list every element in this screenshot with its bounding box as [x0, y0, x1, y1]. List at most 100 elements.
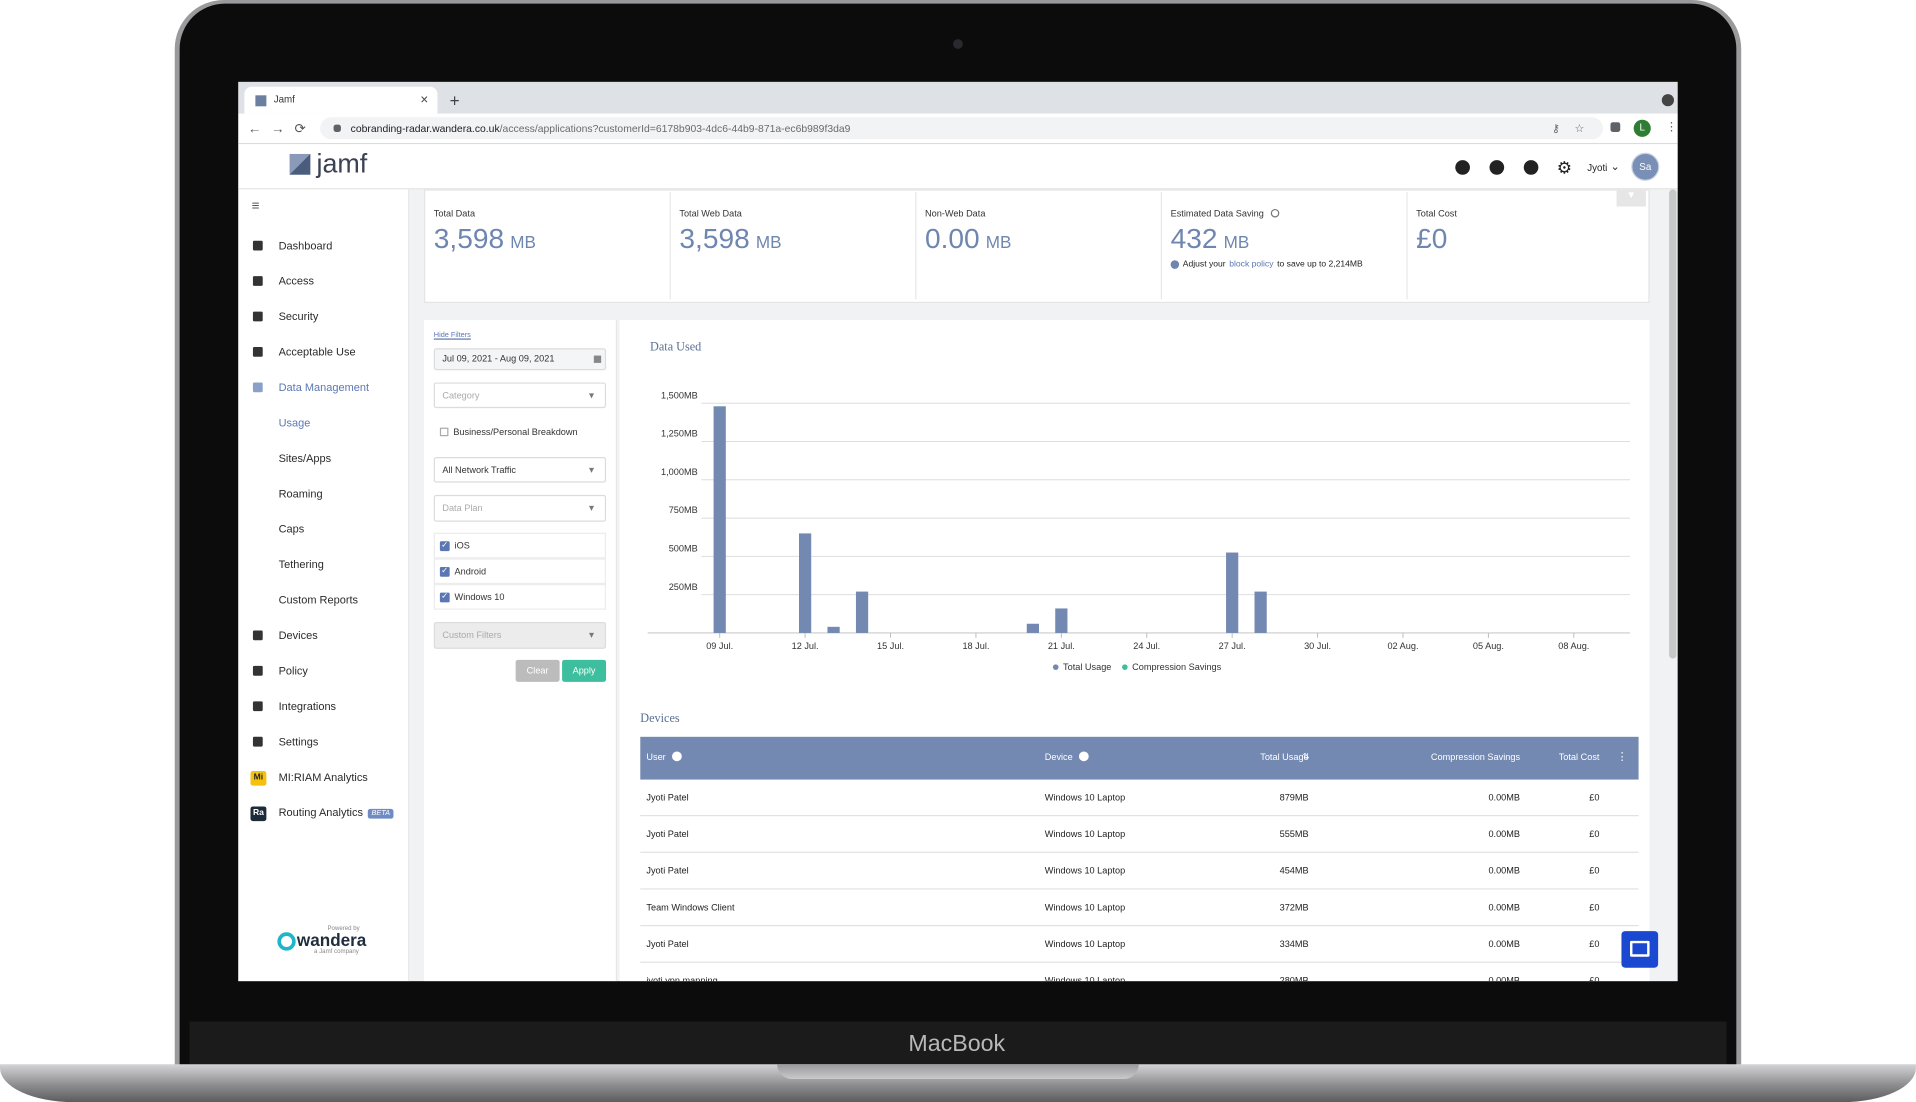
table-cell: 280MB [1279, 975, 1309, 982]
checkbox-label: Business/Personal Breakdown [453, 426, 578, 438]
table-row[interactable] [640, 853, 1639, 890]
nav-item[interactable]: Tethering [278, 558, 324, 571]
table-cell: £0 [1589, 975, 1600, 982]
checkbox[interactable]: ✓ [439, 592, 450, 603]
tab[interactable] [244, 86, 438, 114]
table-row[interactable] [640, 890, 1639, 927]
table-cell: 0.00MB [1488, 791, 1521, 803]
filters-panel [423, 320, 618, 982]
nav-item[interactable]: Access [278, 274, 315, 288]
column-header: Device [1044, 751, 1073, 763]
stat-unit: MB [755, 232, 782, 252]
nav-item[interactable]: Policy [278, 664, 308, 677]
stat-number: 3,598 [679, 222, 750, 255]
table-cell: Windows 10 Laptop [1044, 828, 1126, 840]
hide-filters[interactable]: Hide Filters [433, 332, 471, 340]
dropdown-caret: ▾ [588, 502, 594, 514]
menu-toggle[interactable]: ≡ [251, 199, 260, 214]
settings-icon[interactable]: ⚙ [1556, 157, 1573, 178]
table-cell: 334MB [1279, 938, 1309, 950]
stat-divider [669, 191, 671, 300]
column-header: Total Usage [1260, 751, 1309, 763]
x-tick-label: 12 Jul. [792, 641, 819, 651]
stat-number: £0 [1416, 222, 1448, 255]
table-cell: Windows 10 Laptop [1044, 901, 1126, 913]
nav-item[interactable]: Settings [278, 735, 319, 748]
table-cell: 0.00MB [1488, 901, 1521, 913]
column-header: Compression Savings [1430, 751, 1521, 763]
apply-button[interactable]: Apply [562, 659, 607, 682]
table-row[interactable] [640, 816, 1639, 853]
checkbox[interactable]: ✓ [439, 566, 450, 577]
nav-item[interactable]: Caps [278, 522, 305, 536]
table-cell: 0.00MB [1488, 865, 1521, 877]
header-icon[interactable] [1489, 160, 1505, 175]
stat-label: Estimated Data Saving [1170, 207, 1264, 219]
note-link[interactable]: block policy [1229, 260, 1274, 269]
dropdown-caret: ▾ [588, 389, 594, 401]
nav-item[interactable]: Acceptable Use [278, 345, 356, 359]
nav-item[interactable]: Security [278, 310, 319, 323]
data-plan-select[interactable] [433, 494, 607, 522]
date-range[interactable] [433, 348, 607, 371]
logo-mark [289, 153, 311, 175]
tab-close[interactable]: × [420, 92, 429, 108]
powered-tagline: a Jamf company [314, 948, 359, 956]
stat-label: Total Data [433, 207, 476, 219]
checkbox[interactable] [439, 427, 449, 437]
checkbox[interactable]: ✓ [439, 541, 450, 552]
nav-item[interactable]: Devices [278, 629, 318, 642]
stat-value: 432 MB [1171, 224, 1250, 253]
x-tick-label: 02 Aug. [1387, 641, 1418, 651]
clear-button[interactable]: Clear [515, 659, 560, 682]
x-tick-label: 27 Jul. [1219, 641, 1246, 651]
nav-item[interactable]: Data Management [278, 381, 370, 394]
omnibox[interactable] [320, 117, 1604, 140]
table-row[interactable] [640, 926, 1639, 963]
platform-row [433, 584, 607, 610]
header-icon[interactable] [1455, 160, 1470, 175]
nav-item[interactable]: Sites/Apps [278, 452, 332, 465]
stat-label: Total Web Data [679, 207, 742, 219]
sort-icon: ⇅ [1302, 752, 1310, 762]
stats-card [423, 189, 1650, 304]
header-icon[interactable] [1523, 160, 1539, 175]
stat-divider [1406, 191, 1408, 300]
stat-number: 3,598 [433, 222, 505, 255]
y-tick-label: 1,250MB [661, 429, 698, 439]
custom-filters-select[interactable] [433, 621, 607, 649]
legend-swatch [1122, 664, 1128, 670]
profile-avatar[interactable]: L [1633, 119, 1651, 137]
checkbox-label: Android [454, 565, 487, 577]
user-name[interactable]: Jyoti [1587, 162, 1608, 174]
table-cell: Jyoti Patel [646, 791, 689, 803]
nav-item[interactable]: Roaming [278, 487, 323, 500]
app-header [238, 144, 1678, 190]
nav-icon: Mi [250, 771, 267, 786]
nav-item[interactable]: Dashboard [278, 239, 333, 252]
category-select[interactable] [433, 382, 607, 409]
table-row[interactable] [640, 780, 1639, 817]
nav-item[interactable]: Usage [278, 416, 311, 429]
nav-item[interactable]: MI:RIAM Analytics [278, 771, 368, 784]
help-button[interactable] [1621, 931, 1659, 968]
stat-divider [915, 191, 917, 300]
nav-item[interactable]: Custom Reports [278, 593, 359, 607]
bar [799, 533, 812, 633]
bar [713, 406, 726, 633]
y-tick-label: 250MB [669, 582, 698, 592]
x-tick-label: 18 Jul. [962, 641, 989, 651]
nav-item[interactable]: Integrations [278, 700, 337, 713]
traffic-select[interactable] [433, 456, 607, 483]
new-tab[interactable]: + [449, 90, 460, 110]
x-tick-label: 24 Jul. [1133, 641, 1160, 651]
column-menu[interactable]: ⋮ [1616, 750, 1628, 763]
url[interactable]: cobranding-radar.wandera.co.uk/access/ap… [351, 123, 851, 133]
table-cell: Team Windows Client [646, 901, 735, 913]
dropdown-caret: ▾ [588, 463, 594, 475]
avatar[interactable]: Sa [1631, 152, 1660, 181]
nav-item[interactable]: Routing Analytics [278, 806, 363, 819]
